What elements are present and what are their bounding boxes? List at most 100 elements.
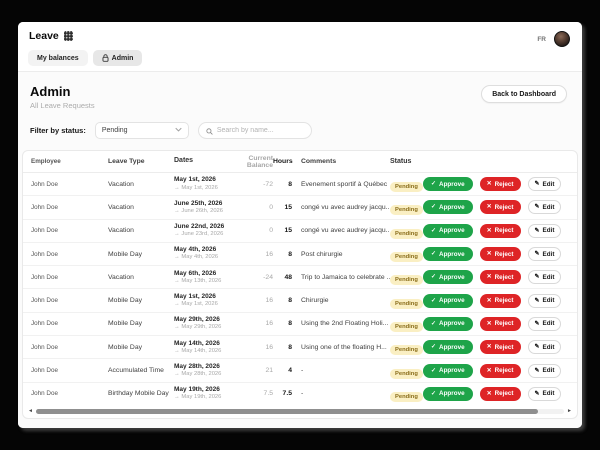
hours-cell: 8: [288, 250, 292, 258]
reject-button[interactable]: ✕ Reject: [479, 316, 521, 331]
approve-button[interactable]: ✓ Approve: [423, 200, 473, 215]
approve-button[interactable]: ✓ Approve: [423, 363, 473, 378]
row-actions: ✓ Approve ✕ Reject ✎ Edit: [423, 340, 577, 355]
status-cell: Pending: [390, 315, 423, 333]
back-to-dashboard-button[interactable]: Back to Dashboard: [481, 85, 567, 103]
reject-button[interactable]: ✕ Reject: [479, 223, 521, 238]
comment-cell: Using one of the floating H...: [301, 343, 387, 351]
col-current-balance: Current Balance: [246, 154, 273, 169]
leave-type-cell: Mobile Day: [108, 250, 142, 258]
leave-type-cell: Vacation: [108, 227, 134, 235]
approve-button[interactable]: ✓ Approve: [423, 270, 473, 285]
scroll-right-arrow[interactable]: ►: [567, 408, 572, 414]
col-dates: Dates: [174, 157, 194, 165]
current-balance-cell: 0: [269, 203, 273, 211]
edit-button[interactable]: ✎ Edit: [527, 270, 562, 285]
search-input[interactable]: [216, 127, 304, 135]
current-balance-cell: 16: [265, 320, 273, 328]
status-cell: Pending: [390, 385, 423, 403]
tab-bar: My balances Admin: [28, 50, 143, 66]
approve-button[interactable]: ✓ Approve: [423, 247, 473, 262]
scroll-left-arrow[interactable]: ◄: [28, 408, 33, 414]
row-actions: ✓ Approve ✕ Reject ✎ Edit: [423, 363, 577, 378]
employee-cell: John Doe: [31, 320, 58, 328]
dates-cell: May 1st, 2026 → May 1st, 2026: [174, 176, 226, 191]
approve-button[interactable]: ✓ Approve: [423, 316, 473, 331]
edit-button[interactable]: ✎ Edit: [527, 316, 562, 331]
row-actions: ✓ Approve ✕ Reject ✎ Edit: [423, 270, 577, 285]
reject-button[interactable]: ✕ Reject: [479, 340, 521, 355]
date-start: June 25th, 2026: [174, 199, 223, 207]
lock-icon: [102, 54, 109, 62]
date-end: → June 23rd, 2026: [174, 231, 224, 238]
approve-button[interactable]: ✓ Approve: [423, 340, 473, 355]
arrow-right-icon: →: [174, 254, 180, 261]
edit-button[interactable]: ✎ Edit: [527, 386, 562, 401]
edit-button[interactable]: ✎ Edit: [527, 293, 562, 308]
reject-button[interactable]: ✕ Reject: [479, 200, 521, 215]
arrow-right-icon: →: [174, 370, 180, 377]
tab-admin[interactable]: Admin: [92, 50, 143, 66]
current-balance-cell: 21: [265, 367, 273, 375]
status-filter-select[interactable]: Pending: [94, 122, 189, 140]
pencil-icon: ✎: [534, 367, 540, 374]
filter-label: Filter by status:: [30, 126, 86, 136]
app-title-label: Leave: [29, 30, 59, 42]
dates-cell: June 22nd, 2026 → June 23rd, 2026: [174, 223, 226, 238]
date-start: May 4th, 2026: [174, 246, 217, 254]
reject-button[interactable]: ✕ Reject: [479, 177, 521, 192]
date-end: → May 4th, 2026: [174, 254, 219, 261]
edit-button[interactable]: ✎ Edit: [527, 247, 562, 262]
avatar[interactable]: [554, 31, 570, 47]
reject-button[interactable]: ✕ Reject: [479, 247, 521, 262]
chevron-down-icon: [175, 127, 182, 134]
edit-button[interactable]: ✎ Edit: [527, 363, 562, 378]
edit-button[interactable]: ✎ Edit: [527, 177, 562, 192]
leave-type-cell: Vacation: [108, 203, 134, 211]
approve-button[interactable]: ✓ Approve: [423, 293, 473, 308]
edit-button[interactable]: ✎ Edit: [527, 200, 562, 215]
reject-button[interactable]: ✕ Reject: [479, 270, 521, 285]
scrollbar-thumb[interactable]: [35, 409, 538, 414]
status-badge: Pending: [390, 205, 423, 216]
cross-icon: ✕: [486, 390, 492, 397]
reject-button[interactable]: ✕ Reject: [479, 363, 521, 378]
check-icon: ✓: [431, 297, 437, 304]
status-cell: Pending: [390, 292, 423, 310]
pencil-icon: ✎: [534, 204, 540, 211]
check-icon: ✓: [431, 274, 437, 281]
employee-cell: John Doe: [31, 180, 58, 188]
hours-cell: 8: [288, 320, 292, 328]
table-row: John Doe Mobile Day May 14th, 2026 → May…: [23, 336, 577, 360]
comment-cell: congé vu avec audrey jacqu...: [301, 203, 390, 211]
dates-cell: May 4th, 2026 → May 4th, 2026: [174, 246, 226, 261]
hours-cell: 8: [288, 180, 292, 188]
scrollbar-track[interactable]: [35, 409, 565, 414]
check-icon: ✓: [431, 204, 437, 211]
col-employee: Employee: [31, 158, 61, 165]
reject-button[interactable]: ✕ Reject: [479, 386, 521, 401]
employee-cell: John Doe: [31, 390, 58, 398]
edit-button[interactable]: ✎ Edit: [527, 340, 562, 355]
status-cell: Pending: [390, 198, 423, 216]
app-title: Leave: [29, 30, 73, 42]
status-badge: Pending: [390, 368, 423, 379]
pencil-icon: ✎: [534, 344, 540, 351]
reject-button[interactable]: ✕ Reject: [479, 293, 521, 308]
page-subtitle: All Leave Requests: [30, 101, 95, 111]
check-icon: ✓: [431, 320, 437, 327]
edit-button[interactable]: ✎ Edit: [527, 223, 562, 238]
approve-button[interactable]: ✓ Approve: [423, 223, 473, 238]
approve-button[interactable]: ✓ Approve: [423, 386, 473, 401]
approve-button[interactable]: ✓ Approve: [423, 177, 473, 192]
dates-cell: May 19th, 2026 → May 19th, 2026: [174, 386, 226, 401]
table-row: John Doe Vacation June 22nd, 2026 → June…: [23, 220, 577, 243]
comment-cell: Using the 2nd Floating Holi...: [301, 320, 389, 328]
cross-icon: ✕: [486, 181, 492, 188]
tab-my-balances[interactable]: My balances: [28, 50, 88, 66]
date-start: May 1st, 2026: [174, 292, 216, 300]
language-toggle[interactable]: FR: [537, 35, 546, 43]
row-actions: ✓ Approve ✕ Reject ✎ Edit: [423, 316, 577, 331]
date-start: May 28th, 2026: [174, 362, 220, 370]
app-header: Leave FR My balances Admin: [18, 22, 582, 72]
